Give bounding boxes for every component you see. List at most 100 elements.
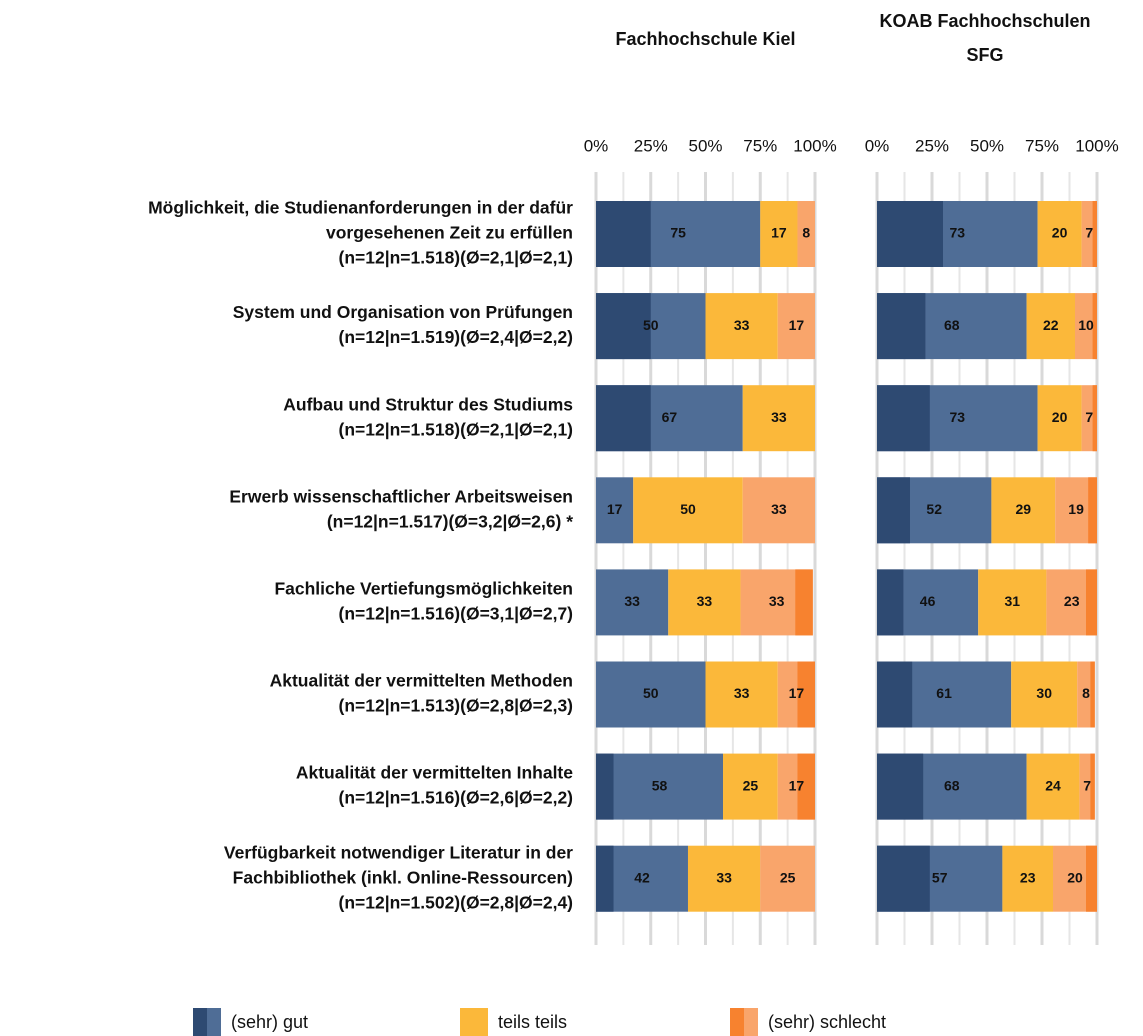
bar-segment-strong: [596, 753, 614, 820]
x-tick-label: 0%: [584, 136, 609, 155]
category-label: Erwerb wissenschaftlicher Arbeitsweisen: [229, 486, 573, 506]
legend-swatch: [207, 1008, 221, 1036]
bar-segment: [1077, 661, 1095, 728]
data-label: 33: [771, 501, 787, 517]
panel-title: Fachhochschule Kiel: [615, 29, 795, 49]
bar-segment-strong: [1092, 293, 1097, 360]
data-label: 20: [1052, 225, 1068, 241]
bar-segment-strong: [596, 385, 651, 452]
bar-segment: [978, 569, 1047, 636]
bar-segment: [742, 477, 815, 544]
data-label: 31: [1005, 593, 1021, 609]
data-label: 30: [1036, 685, 1052, 701]
category-label: Fachbibliothek (inkl. Online-Ressourcen): [233, 867, 573, 887]
bar-segment: [687, 845, 761, 912]
category-label: (n=12|n=1.517)(Ø=3,2|Ø=2,6) *: [327, 511, 573, 531]
category-label: Aktualität der vermittelten Inhalte: [296, 763, 573, 783]
x-tick-label: 50%: [970, 136, 1004, 155]
x-tick-label: 25%: [634, 136, 668, 155]
x-tick-label: 25%: [915, 136, 949, 155]
data-label: 24: [1045, 777, 1061, 793]
category-label: (n=12|n=1.513)(Ø=2,8|Ø=2,3): [339, 696, 574, 716]
x-tick-label: 75%: [743, 136, 777, 155]
bar-segment-strong: [1088, 477, 1097, 544]
category-label: System und Organisation von Prüfungen: [233, 302, 573, 322]
data-label: 33: [771, 409, 787, 425]
data-label: 17: [789, 777, 805, 793]
bar-segment: [1037, 201, 1082, 267]
data-label: 8: [1082, 685, 1090, 701]
data-label: 23: [1020, 869, 1036, 885]
category-label: Aufbau und Struktur des Studiums: [283, 394, 573, 414]
bar-segment: [760, 201, 798, 267]
bar-segment: [596, 661, 706, 728]
bar-segment: [633, 477, 743, 544]
data-label: 17: [789, 685, 805, 701]
data-label: 50: [643, 317, 659, 333]
data-label: 17: [789, 317, 805, 333]
bar-segment-strong: [795, 569, 813, 636]
bar-segment: [596, 477, 634, 544]
data-label: 33: [716, 869, 732, 885]
data-label: 58: [652, 777, 668, 793]
bar-segment: [668, 569, 741, 636]
bar-segment: [1037, 385, 1082, 452]
category-label: (n=12|n=1.502)(Ø=2,8|Ø=2,4): [339, 892, 574, 912]
legend-swatch: [744, 1008, 758, 1036]
bar-segment-strong: [877, 385, 930, 452]
data-label: 75: [670, 225, 686, 241]
data-label: 7: [1085, 225, 1093, 241]
bar-segment: [742, 385, 815, 452]
data-label: 33: [769, 593, 785, 609]
bar-segment: [991, 477, 1056, 544]
bar-segment-strong: [877, 661, 913, 728]
data-label: 46: [920, 593, 936, 609]
bar-segment-strong: [1090, 753, 1095, 820]
bar-segment: [596, 753, 724, 820]
category-label: Möglichkeit, die Studienanforderungen in…: [148, 198, 573, 218]
bar-segment-strong: [877, 201, 943, 267]
legend-label: (sehr) gut: [231, 1012, 308, 1032]
data-label: 68: [944, 317, 960, 333]
data-label: 33: [624, 593, 640, 609]
panel-title: SFG: [966, 45, 1003, 65]
data-label: 17: [607, 501, 623, 517]
category-label: Aktualität der vermittelten Methoden: [270, 671, 573, 691]
legend-label: (sehr) schlecht: [768, 1012, 886, 1032]
bar-segment-strong: [1092, 201, 1097, 267]
category-label: (n=12|n=1.516)(Ø=2,6|Ø=2,2): [339, 788, 574, 808]
legend-swatch: [730, 1008, 744, 1036]
bar-segment-strong: [596, 201, 651, 267]
panel-title: KOAB Fachhochschulen: [879, 11, 1090, 31]
bar-segment: [723, 753, 778, 820]
bar-segment-strong: [877, 477, 910, 544]
x-tick-label: 100%: [1075, 136, 1118, 155]
data-label: 23: [1064, 593, 1080, 609]
category-label: (n=12|n=1.516)(Ø=3,1|Ø=2,7): [339, 604, 574, 624]
data-label: 57: [932, 869, 948, 885]
x-tick-label: 75%: [1025, 136, 1059, 155]
bar-segment: [1075, 293, 1097, 360]
legend-swatch: [193, 1008, 207, 1036]
data-label: 68: [944, 777, 960, 793]
data-label: 8: [802, 225, 810, 241]
data-label: 17: [771, 225, 787, 241]
data-label: 7: [1085, 409, 1093, 425]
bar-segment-strong: [877, 753, 924, 820]
data-label: 73: [950, 225, 966, 241]
bar-segment-strong: [877, 293, 926, 360]
bar-segment: [777, 293, 815, 360]
bar-segment-strong: [877, 569, 904, 636]
bar-segment: [760, 845, 815, 912]
legend-swatch: [460, 1008, 488, 1036]
data-label: 7: [1083, 777, 1091, 793]
x-tick-label: 100%: [793, 136, 836, 155]
data-label: 61: [936, 685, 952, 701]
bar-segment-strong: [596, 293, 651, 360]
bar-segment: [705, 661, 778, 728]
data-label: 50: [643, 685, 659, 701]
data-label: 50: [680, 501, 696, 517]
bar-segment-strong: [1086, 569, 1097, 636]
category-label: Fachliche Vertiefungsmöglichkeiten: [274, 579, 573, 599]
